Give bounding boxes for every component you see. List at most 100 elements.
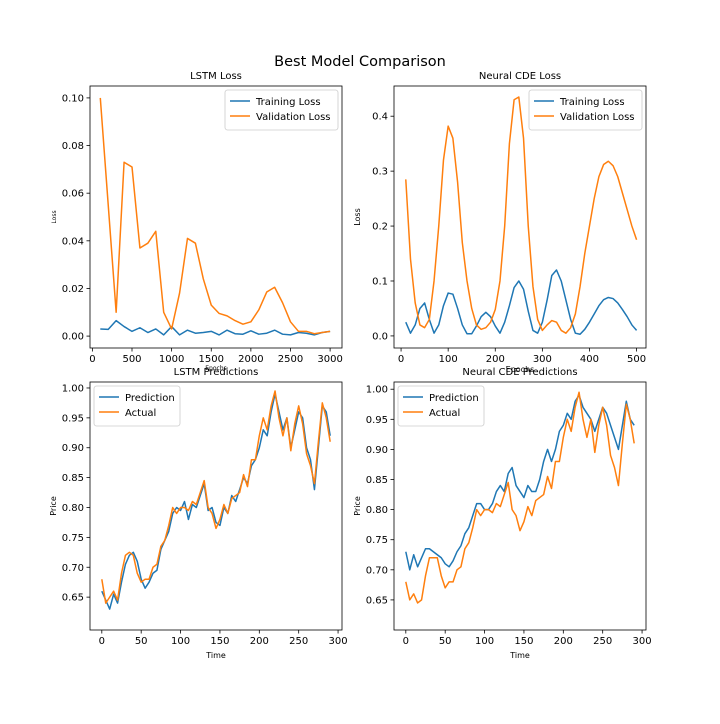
y-tick-label: 0.4 — [372, 112, 388, 123]
y-tick-label: 0.80 — [366, 505, 388, 516]
x-tick-label: 300 — [533, 354, 552, 365]
x-tick-label: 200 — [486, 354, 505, 365]
y-tick-label: 0.65 — [62, 593, 84, 604]
x-tick-label: 250 — [593, 636, 612, 647]
x-tick-label: 3000 — [317, 354, 342, 365]
y-tick-label: 0.06 — [62, 189, 84, 200]
legend-label: Actual — [429, 408, 460, 419]
chart-title: Neural CDE Loss — [479, 71, 561, 82]
y-tick-label: 1.00 — [62, 383, 84, 394]
chart-title: LSTM Loss — [190, 71, 242, 82]
figure-title: Best Model Comparison — [274, 54, 446, 70]
y-tick-label: 0.04 — [62, 236, 84, 247]
y-tick-label: 0.75 — [366, 535, 388, 546]
y-tick-label: 0.00 — [62, 332, 84, 343]
x-tick-label: 100 — [439, 354, 458, 365]
x-axis-label: Epochs — [506, 365, 535, 374]
y-tick-label: 0.10 — [62, 93, 84, 104]
axes-frame — [89, 85, 343, 349]
y-tick-label: 0.65 — [366, 595, 388, 606]
series-line-prediction — [405, 394, 635, 571]
chart-title: LSTM Predictions — [174, 367, 259, 378]
legend-box — [93, 385, 181, 427]
legend-label: Prediction — [429, 393, 479, 404]
x-tick-label: 1000 — [159, 354, 184, 365]
x-tick-label: 2500 — [278, 354, 303, 365]
y-axis-label: Price — [353, 496, 362, 516]
y-tick-label: 0.02 — [62, 284, 84, 295]
x-tick-label: 150 — [514, 636, 533, 647]
y-tick-label: 0.95 — [366, 415, 388, 426]
y-tick-label: 0.95 — [62, 413, 84, 424]
x-tick-label: 100 — [475, 636, 494, 647]
legend-box — [224, 89, 339, 131]
chart-neural-cde-loss: Neural CDE Loss 0 100 200 300 400 500 0.0 0.1 0.2… — [353, 71, 647, 374]
y-tick-label: 0.3 — [372, 167, 388, 178]
x-tick-label: 0 — [398, 354, 404, 365]
chart-neural-cde-predictions: Neural CDE Predictions 0 50 100 150 200 250 300… — [353, 367, 652, 660]
series-line-actual — [101, 390, 331, 604]
x-tick-label: 500 — [122, 354, 141, 365]
y-axis-label: Price — [49, 496, 58, 516]
axes-frame — [393, 85, 647, 349]
y-tick-label: 0.1 — [372, 276, 388, 287]
y-tick-label: 0.90 — [366, 445, 388, 456]
series-line-actual — [405, 391, 635, 604]
series-line-validation-loss — [405, 96, 638, 334]
series-line-validation-loss — [99, 97, 331, 335]
y-tick-label: 0.75 — [62, 533, 84, 544]
legend: Prediction Actual — [397, 385, 485, 427]
axes-frame — [89, 381, 343, 631]
y-tick-label: 0.2 — [372, 222, 388, 233]
x-tick-label: 200 — [554, 636, 573, 647]
y-tick-label: 0.85 — [62, 473, 84, 484]
x-tick-label: 1500 — [199, 354, 224, 365]
legend-label: Training Loss — [559, 97, 625, 108]
y-tick-label: 0.70 — [366, 565, 388, 576]
x-tick-label: 300 — [329, 636, 348, 647]
x-tick-label: 100 — [171, 636, 190, 647]
legend-box — [397, 385, 485, 427]
x-tick-label: 250 — [289, 636, 308, 647]
y-axis-label: Loss — [353, 208, 362, 226]
x-tick-label: 500 — [627, 354, 646, 365]
series-line-training-loss — [405, 269, 638, 336]
legend: Prediction Actual — [93, 385, 181, 427]
x-tick-label: 300 — [633, 636, 652, 647]
x-tick-label: 0 — [89, 354, 95, 365]
axes-frame — [393, 381, 647, 631]
x-axis-label: Epochs — [205, 365, 227, 372]
series-line-training-loss — [100, 319, 331, 336]
legend-label: Training Loss — [255, 97, 321, 108]
y-tick-label: 0.0 — [372, 331, 388, 342]
legend-label: Actual — [125, 408, 156, 419]
legend: Training Loss Validation Loss — [224, 89, 339, 131]
legend-label: Validation Loss — [256, 112, 331, 123]
chart-title: Neural CDE Predictions — [462, 367, 577, 378]
x-tick-label: 2000 — [238, 354, 263, 365]
x-tick-label: 200 — [250, 636, 269, 647]
x-tick-label: 0 — [99, 636, 105, 647]
y-axis-label: Loss — [51, 210, 58, 223]
x-axis-label: Time — [509, 651, 530, 660]
y-tick-label: 0.90 — [62, 443, 84, 454]
y-tick-label: 1.00 — [366, 385, 388, 396]
x-tick-label: 0 — [403, 636, 409, 647]
legend: Training Loss Validation Loss — [528, 89, 643, 131]
chart-lstm-predictions: LSTM Predictions 0 50 100 150 200 250 300 0.65 0.… — [49, 367, 348, 660]
y-tick-label: 0.80 — [62, 503, 84, 514]
legend-label: Prediction — [125, 393, 175, 404]
y-tick-label: 0.70 — [62, 563, 84, 574]
legend-label: Validation Loss — [560, 112, 635, 123]
legend-box — [528, 89, 643, 131]
x-tick-label: 150 — [210, 636, 229, 647]
y-tick-label: 0.85 — [366, 475, 388, 486]
x-tick-label: 400 — [580, 354, 599, 365]
x-tick-label: 50 — [439, 636, 452, 647]
chart-lstm-loss: LSTM Loss 0 500 1000 1500 2000 2500 3000 0.00 0.0… — [51, 71, 343, 372]
y-tick-label: 0.08 — [62, 141, 84, 152]
x-axis-label: Time — [205, 651, 226, 660]
x-tick-label: 50 — [135, 636, 148, 647]
